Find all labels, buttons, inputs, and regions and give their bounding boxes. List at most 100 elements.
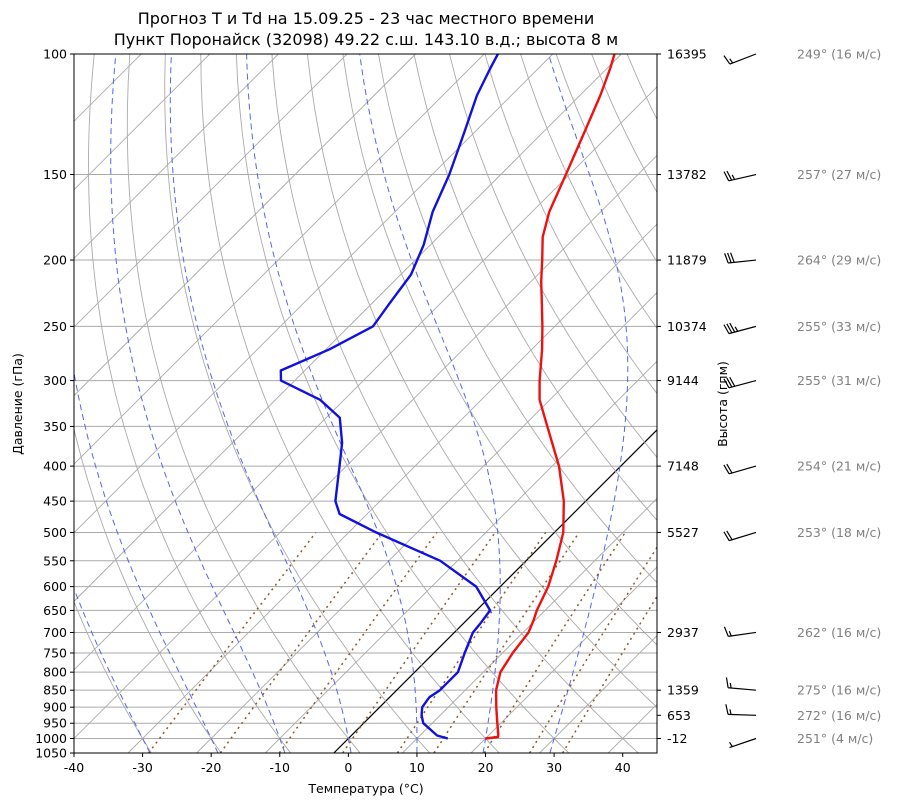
- wind-barb-feather: [723, 171, 730, 182]
- y-tick-label: 100: [43, 47, 67, 62]
- diagram-grid: [74, 54, 900, 753]
- y-tick-label: 1050: [35, 746, 67, 761]
- wind-barb-feather: [726, 530, 733, 541]
- height-tick-label: 2937: [667, 625, 699, 640]
- y-tick-label: 1000: [35, 731, 67, 746]
- dry-adiabat: [271, 54, 639, 753]
- y-tick-label: 550: [43, 553, 67, 568]
- y-tick-label: 250: [43, 319, 67, 334]
- height-axis-label: Высота (гпм): [715, 361, 730, 447]
- x-tick-label: -40: [64, 760, 84, 775]
- isotherm: [74, 54, 279, 260]
- wind-label: 255° (33 м/с): [797, 319, 881, 334]
- height-tick-label: 13782: [667, 167, 707, 182]
- wind-barb: [723, 170, 757, 182]
- isotherm: [74, 154, 657, 740]
- wind-label: 254° (21 м/с): [797, 459, 881, 474]
- dry-adiabat: [235, 54, 570, 753]
- isotherm: [607, 703, 657, 753]
- wind-barb: [723, 376, 757, 389]
- wind-barb-feather: [728, 630, 732, 637]
- y-tick-label: 900: [43, 700, 67, 715]
- x-axis-label: Температура (°C): [307, 781, 423, 796]
- height-tick-label: 10374: [667, 319, 707, 334]
- dry-adiabat: [484, 54, 657, 395]
- wind-barb-feather: [734, 326, 739, 332]
- y-tick-label: 800: [43, 665, 67, 680]
- wind-barb: [723, 463, 757, 475]
- wind-barb-feather: [726, 463, 733, 474]
- moist-adiabat: [110, 54, 286, 753]
- wind-barb-shaft: [728, 325, 757, 335]
- dry-adiabat: [74, 600, 152, 753]
- isotherm: [196, 292, 657, 753]
- y-tick-label: 650: [43, 603, 67, 618]
- wind-barb: [725, 677, 757, 691]
- isotherm: [74, 54, 211, 191]
- wind-barb-feather: [723, 531, 730, 541]
- dry-adiabat: [663, 54, 900, 753]
- dry-adiabat: [769, 54, 900, 753]
- dry-adiabat: [126, 54, 361, 753]
- wind-barbs: 251° (4 м/с) 272° (16 м/с) 275° (16 м/с) 26…: [723, 47, 881, 749]
- x-tick-label: 30: [546, 760, 562, 775]
- isotherm: [264, 360, 657, 753]
- wind-barb-shaft: [728, 259, 757, 264]
- moist-adiabat: [359, 54, 501, 753]
- x-tick-label: -10: [270, 760, 290, 775]
- wind-barb-feather: [723, 626, 729, 637]
- dry-adiabat: [449, 54, 657, 458]
- chart-subtitle: Пункт Поронайск (32098) 49.22 с.ш. 143.1…: [114, 30, 618, 49]
- wind-barb-feather: [726, 377, 733, 388]
- height-tick-label: 1359: [667, 683, 699, 698]
- wind-barb-feather: [723, 378, 730, 389]
- chart-title: Прогноз T и Td на 15.09.25 - 23 час мест…: [138, 9, 594, 28]
- y-tick-label: 450: [43, 494, 67, 509]
- wind-barb-feather: [729, 58, 734, 64]
- dry-adiabat: [200, 54, 500, 753]
- dry-adiabat: [734, 54, 900, 753]
- isotherm: [74, 54, 416, 397]
- isotherm: [539, 634, 657, 753]
- y-tick-label: 850: [43, 683, 67, 698]
- wind-barb: [729, 737, 757, 749]
- temperature-line: [485, 54, 616, 740]
- moist-adiabat: [169, 54, 352, 753]
- dry-adiabat: [342, 54, 657, 646]
- moist-adiabat: [74, 587, 151, 753]
- wind-label: 264° (29 м/с): [797, 253, 881, 268]
- isotherm: [127, 223, 657, 753]
- dry-adiabat: [377, 54, 657, 584]
- dry-adiabat: [88, 54, 291, 753]
- wind-barb-shaft: [727, 713, 757, 716]
- y-tick-label: 200: [43, 253, 67, 268]
- y-tick-label: 150: [43, 167, 67, 182]
- x-tick-label: 20: [478, 760, 494, 775]
- height-tick-label: 7148: [667, 459, 699, 474]
- height-tick-label: 5527: [667, 525, 699, 540]
- wind-barb-shaft: [728, 631, 757, 637]
- isotherm: [74, 54, 554, 534]
- wind-barb-shaft: [728, 380, 757, 389]
- wind-barb-shaft: [728, 687, 757, 691]
- moist-adiabat: [246, 54, 418, 753]
- wind-label: 255° (31 м/с): [797, 373, 881, 388]
- plot-frame: [73, 53, 658, 754]
- y-tick-label: 350: [43, 419, 67, 434]
- mixing-ratio-line: [396, 531, 547, 753]
- isotherm: [470, 566, 657, 753]
- y-tick-label: 400: [43, 459, 67, 474]
- height-tick-label: 16395: [667, 47, 707, 62]
- wind-label: 262° (16 м/с): [797, 625, 881, 640]
- wind-barb-feather: [725, 677, 729, 688]
- wind-barb-feather: [729, 741, 733, 747]
- mixing-ratio-line: [342, 531, 496, 753]
- sounding-profiles: [279, 54, 616, 740]
- mixing-ratio-line: [148, 531, 317, 753]
- wind-label: 249° (16 м/с): [797, 47, 881, 62]
- wind-barb-feather: [731, 174, 736, 180]
- wind-barb: [723, 530, 757, 542]
- wind-barb-shaft: [729, 53, 757, 65]
- y-tick-label: 700: [43, 625, 67, 640]
